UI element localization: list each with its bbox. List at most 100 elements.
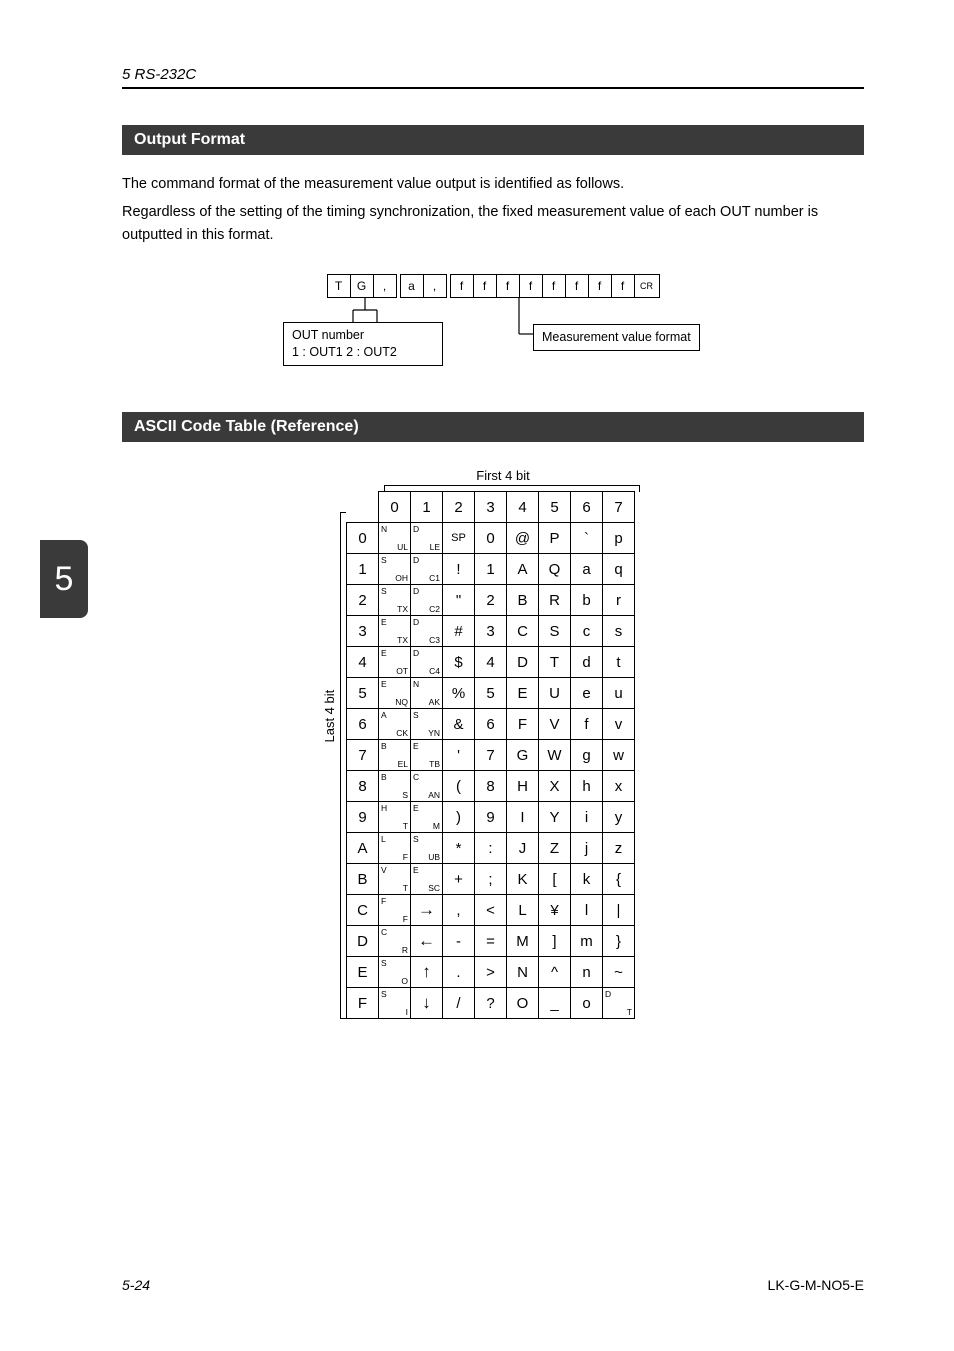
ascii-cell: N xyxy=(507,957,539,988)
ascii-cell: & xyxy=(443,709,475,740)
byte-cell: , xyxy=(373,274,397,298)
ascii-row-header: F xyxy=(347,988,379,1019)
ascii-cell: 1 xyxy=(475,554,507,585)
ascii-code-table: 012345670NULDLESP0@P`p1SOHDC1!1AQaq2STXD… xyxy=(346,491,635,1019)
ascii-row-header: 8 xyxy=(347,771,379,802)
ascii-cell: R xyxy=(539,585,571,616)
ascii-cell: G xyxy=(507,740,539,771)
ascii-row-header: 3 xyxy=(347,616,379,647)
ascii-cell: SI xyxy=(379,988,411,1019)
ascii-cell: j xyxy=(571,833,603,864)
ascii-cell: t xyxy=(603,647,635,678)
ascii-cell: l xyxy=(571,895,603,926)
ascii-cell: U xyxy=(539,678,571,709)
ascii-cell: a xyxy=(571,554,603,585)
ascii-cell: . xyxy=(443,957,475,988)
ascii-col-header: 2 xyxy=(443,492,475,523)
ascii-cell: d xyxy=(571,647,603,678)
footer-doc-id: LK-G-M-NO5-E xyxy=(768,1277,864,1293)
ascii-cell: ` xyxy=(571,523,603,554)
ascii-cell: ETX xyxy=(379,616,411,647)
ascii-cell: 8 xyxy=(475,771,507,802)
ascii-cell: L xyxy=(507,895,539,926)
ascii-row-header: B xyxy=(347,864,379,895)
ascii-cell: - xyxy=(443,926,475,957)
ascii-cell: Z xyxy=(539,833,571,864)
ascii-cell: o xyxy=(571,988,603,1019)
ascii-cell: I xyxy=(507,802,539,833)
ascii-cell: | xyxy=(603,895,635,926)
ascii-col-header: 3 xyxy=(475,492,507,523)
byte-cell: f xyxy=(450,274,474,298)
ascii-cell: e xyxy=(571,678,603,709)
byte-cell: f xyxy=(542,274,566,298)
ascii-cell: E xyxy=(507,678,539,709)
footer-page-number: 5-24 xyxy=(122,1277,150,1293)
ascii-cell: ' xyxy=(443,740,475,771)
chapter-side-tab: 5 xyxy=(40,540,88,618)
ascii-cell: DLE xyxy=(411,523,443,554)
ascii-cell: ^ xyxy=(539,957,571,988)
ascii-cell: b xyxy=(571,585,603,616)
ascii-cell: _ xyxy=(539,988,571,1019)
ascii-row-header: E xyxy=(347,957,379,988)
ascii-cell: DC4 xyxy=(411,647,443,678)
ascii-cell: , xyxy=(443,895,475,926)
ascii-row-header: 0 xyxy=(347,523,379,554)
ascii-cell: i xyxy=(571,802,603,833)
ascii-cell: Q xyxy=(539,554,571,585)
ascii-cell: v xyxy=(603,709,635,740)
ascii-cell: → xyxy=(411,895,443,926)
ascii-cell: % xyxy=(443,678,475,709)
ascii-cell: ESC xyxy=(411,864,443,895)
ascii-cell: NUL xyxy=(379,523,411,554)
ascii-cell: f xyxy=(571,709,603,740)
ascii-cell: # xyxy=(443,616,475,647)
ascii-cell: P xyxy=(539,523,571,554)
ascii-cell: ] xyxy=(539,926,571,957)
ascii-cell: EM xyxy=(411,802,443,833)
ascii-col-header: 5 xyxy=(539,492,571,523)
ascii-col-header: 1 xyxy=(411,492,443,523)
ascii-cell: ETB xyxy=(411,740,443,771)
ascii-cell: p xyxy=(603,523,635,554)
ascii-cell: y xyxy=(603,802,635,833)
byte-row: TG,a,ffffffffCR xyxy=(327,274,660,298)
heading-ascii-table: ASCII Code Table (Reference) xyxy=(122,412,864,442)
ascii-cell: BEL xyxy=(379,740,411,771)
last4bit-label: Last 4 bit xyxy=(322,690,337,743)
ascii-cell: DC3 xyxy=(411,616,443,647)
output-format-diagram: TG,a,ffffffffCR OUT number 1 : OUT1 2 : … xyxy=(122,274,864,368)
byte-cell: f xyxy=(496,274,520,298)
ascii-cell: 9 xyxy=(475,802,507,833)
ascii-row-header: 9 xyxy=(347,802,379,833)
ascii-cell: 7 xyxy=(475,740,507,771)
ascii-cell: { xyxy=(603,864,635,895)
ascii-row-header: 2 xyxy=(347,585,379,616)
ascii-cell: n xyxy=(571,957,603,988)
ascii-cell: : xyxy=(475,833,507,864)
ascii-cell: SOH xyxy=(379,554,411,585)
ascii-cell: BS xyxy=(379,771,411,802)
ascii-cell: STX xyxy=(379,585,411,616)
ascii-col-header: 7 xyxy=(603,492,635,523)
ascii-cell: D xyxy=(507,647,539,678)
byte-cell: f xyxy=(588,274,612,298)
byte-cell: f xyxy=(565,274,589,298)
heading-output-format: Output Format xyxy=(122,125,864,155)
ascii-cell: M xyxy=(507,926,539,957)
ascii-cell: B xyxy=(507,585,539,616)
ascii-cell: SUB xyxy=(411,833,443,864)
ascii-cell: J xyxy=(507,833,539,864)
ascii-cell: ¥ xyxy=(539,895,571,926)
ascii-cell: ) xyxy=(443,802,475,833)
ascii-cell: ( xyxy=(443,771,475,802)
ascii-cell: CR xyxy=(379,926,411,957)
byte-cell: CR xyxy=(634,274,660,298)
ascii-row-header: C xyxy=(347,895,379,926)
ascii-cell: x xyxy=(603,771,635,802)
ascii-cell: w xyxy=(603,740,635,771)
callout-out-number: OUT number 1 : OUT1 2 : OUT2 xyxy=(283,322,443,366)
ascii-cell: DC2 xyxy=(411,585,443,616)
ascii-row-header: D xyxy=(347,926,379,957)
